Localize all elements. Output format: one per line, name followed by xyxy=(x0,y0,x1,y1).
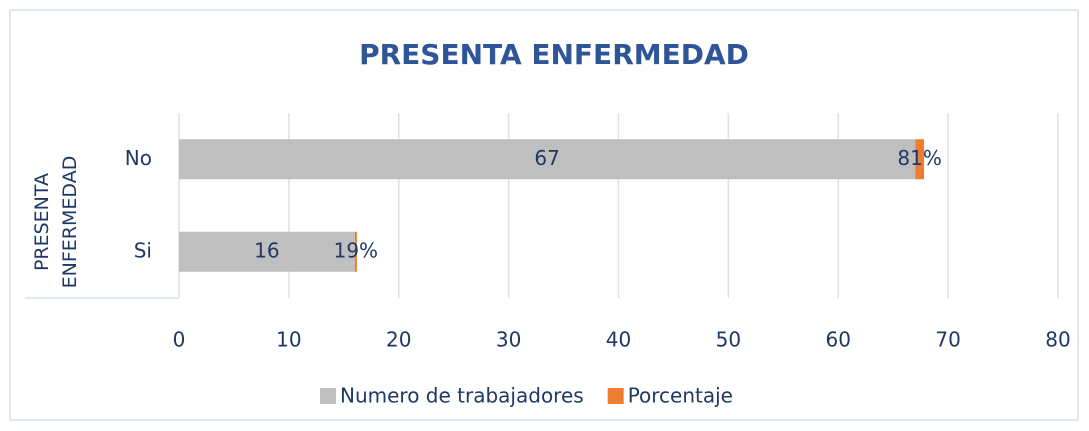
x-tick-label: 0 xyxy=(173,328,186,352)
x-tick-label: 20 xyxy=(386,328,411,352)
bar-segment xyxy=(179,139,916,180)
y-axis-title: PRESENTA ENFERMEDAD xyxy=(31,155,81,289)
x-tick-label: 80 xyxy=(1045,328,1070,352)
chart-title: PRESENTA ENFERMEDAD xyxy=(359,38,749,71)
data-label: 67 xyxy=(534,146,559,170)
x-tick-label: 30 xyxy=(496,328,521,352)
bar-segment xyxy=(354,231,357,272)
x-tick-label: 70 xyxy=(935,328,960,352)
chart-frame xyxy=(9,9,1079,421)
legend-swatch xyxy=(320,388,336,404)
legend-swatch xyxy=(607,388,624,404)
category-label: Si xyxy=(134,238,152,262)
bar-segment xyxy=(915,139,925,180)
x-tick-label: 40 xyxy=(606,328,631,352)
legend-label: Porcentaje xyxy=(628,384,733,408)
category-label: No xyxy=(125,146,152,170)
x-tick-label: 10 xyxy=(276,328,301,352)
x-tick-label: 60 xyxy=(826,328,851,352)
data-label: 16 xyxy=(254,238,279,262)
bar-segment xyxy=(179,231,355,272)
data-label: 81% xyxy=(897,146,941,170)
x-tick-label: 50 xyxy=(716,328,741,352)
legend-label: Numero de trabajadores xyxy=(340,384,584,408)
data-label: 19% xyxy=(334,238,378,262)
